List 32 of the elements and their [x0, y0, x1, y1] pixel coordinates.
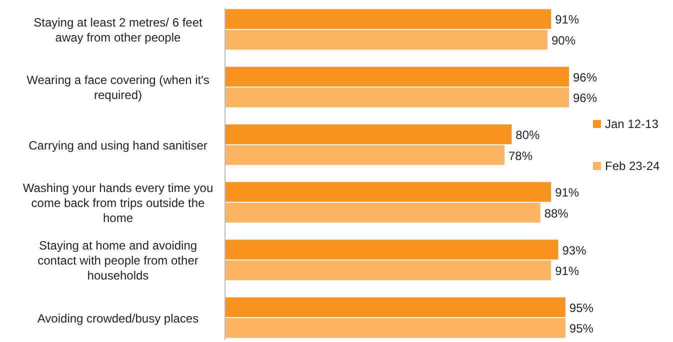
- bar: [225, 66, 569, 87]
- data-label: 91%: [555, 186, 580, 200]
- data-label: 93%: [562, 243, 587, 258]
- data-label: 88%: [544, 206, 569, 220]
- bar: [225, 145, 504, 165]
- data-label: 78%: [508, 148, 533, 163]
- y-tick-label: Wearing a face covering (when it's required): [26, 73, 210, 102]
- bar: [225, 297, 566, 318]
- data-label: 80%: [516, 128, 540, 142]
- data-label: 90%: [552, 33, 576, 48]
- y-tick-label: Washing your hands every time you come back from trips outside the home: [22, 181, 214, 226]
- data-label: 95%: [569, 300, 594, 315]
- data-label: 91%: [555, 264, 580, 278]
- y-tick-label: Avoiding crowded/busy places: [37, 311, 199, 326]
- legend-label: Jan 12-13: [605, 117, 659, 132]
- bar: [225, 30, 548, 50]
- bar: [225, 182, 552, 202]
- bar: [225, 202, 540, 223]
- y-tick-label: Carrying and using hand sanitiser: [28, 138, 208, 152]
- data-label: 96%: [573, 91, 598, 106]
- y-tick-label: Staying at least 2 metres/ 6 feet away from other people: [34, 16, 204, 45]
- data-label: 96%: [573, 70, 598, 84]
- bar: [225, 240, 558, 260]
- y-tick-label: Staying at home and avoiding contact with people from other households: [38, 238, 198, 283]
- bar: [225, 9, 552, 29]
- bar: [225, 124, 512, 144]
- legend-label: Feb 23-24: [605, 159, 660, 174]
- bar: [225, 88, 569, 108]
- bar: [225, 260, 552, 280]
- data-label: 95%: [569, 322, 594, 336]
- data-label: 91%: [555, 12, 580, 27]
- bar: [225, 318, 566, 338]
